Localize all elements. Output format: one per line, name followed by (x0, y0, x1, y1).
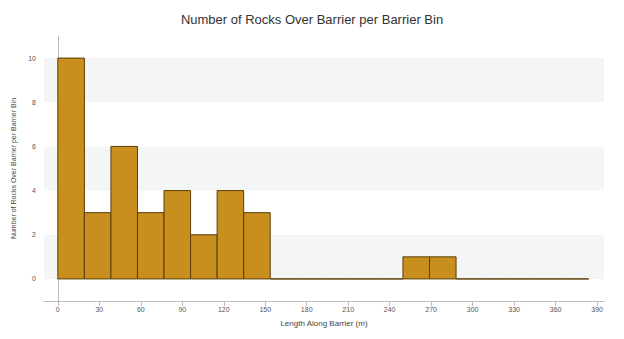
svg-text:210: 210 (342, 306, 354, 313)
svg-text:390: 390 (591, 306, 603, 313)
svg-text:60: 60 (137, 306, 145, 313)
svg-text:2: 2 (32, 231, 36, 238)
svg-text:150: 150 (259, 306, 271, 313)
svg-text:270: 270 (425, 306, 437, 313)
svg-text:10: 10 (28, 55, 36, 62)
svg-text:90: 90 (178, 306, 186, 313)
svg-text:6: 6 (32, 143, 36, 150)
svg-text:360: 360 (550, 306, 562, 313)
svg-text:330: 330 (508, 306, 520, 313)
svg-text:300: 300 (467, 306, 479, 313)
svg-text:Length Along Barrier (m): Length Along Barrier (m) (280, 319, 367, 328)
svg-text:120: 120 (218, 306, 230, 313)
svg-text:30: 30 (95, 306, 103, 313)
svg-text:Number of Rocks Over Barrier p: Number of Rocks Over Barrier per Barrier… (181, 12, 443, 27)
svg-text:0: 0 (56, 306, 60, 313)
svg-text:8: 8 (32, 99, 36, 106)
svg-text:4: 4 (32, 187, 36, 194)
svg-text:Number of Rocks Over Barrier p: Number of Rocks Over Barrier per Barrier… (10, 98, 18, 239)
svg-text:0: 0 (32, 275, 36, 282)
svg-text:180: 180 (301, 306, 313, 313)
svg-text:240: 240 (384, 306, 396, 313)
